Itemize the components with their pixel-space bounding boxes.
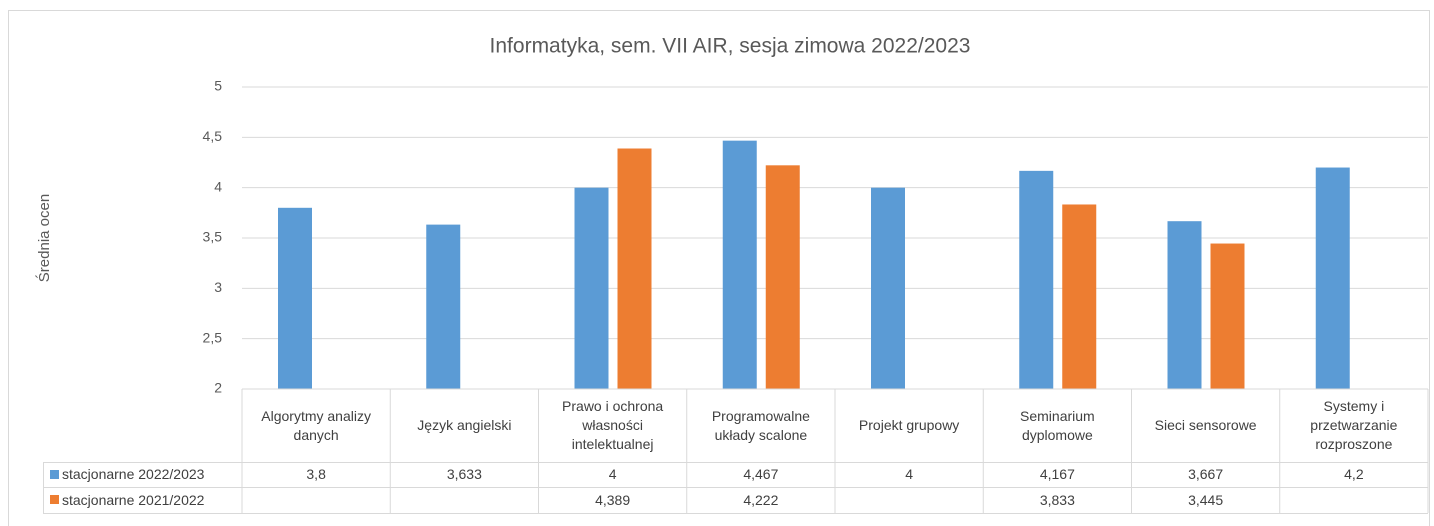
bar <box>574 187 609 389</box>
table-value: 4 <box>905 466 914 482</box>
legend-label: stacjonarne 2021/2022 <box>62 491 205 508</box>
x-tick-label: Seminarium dyplomowe <box>1020 407 1095 443</box>
bar <box>1210 243 1245 389</box>
x-tick-label: Sieci sensorowe <box>1154 417 1257 433</box>
chart-border <box>8 10 1430 526</box>
bar <box>1019 170 1054 389</box>
table-value: 4 <box>608 466 617 482</box>
table-value: 4,2 <box>1344 466 1364 482</box>
bar <box>617 148 652 389</box>
y-tick-label: 2 <box>214 380 222 396</box>
y-tick-label: 3 <box>214 279 222 295</box>
table-value: 3,667 <box>1188 466 1224 482</box>
bar <box>1167 221 1202 389</box>
bar <box>871 187 905 389</box>
legend-key <box>50 470 59 479</box>
x-tick-label: Programowalne układy scalone <box>711 407 810 443</box>
y-axis-label: Średnia ocen <box>35 194 53 282</box>
table-value: 4,389 <box>595 491 631 508</box>
table-value: 3,445 <box>1188 491 1224 508</box>
bar <box>1315 167 1350 389</box>
chart-title: Informatyka, sem. VII AIR, sesja zimowa … <box>490 35 971 58</box>
x-tick-label: Język angielski <box>417 417 512 433</box>
x-tick-label: Prawo i ochrona własności intelektualnej <box>562 398 664 452</box>
table-value: 4,222 <box>743 491 779 508</box>
table-value: 4,467 <box>743 466 779 482</box>
table-value: 3,833 <box>1039 491 1075 508</box>
x-tick-label: Algorytmy analizy danych <box>261 407 371 443</box>
table-value: 3,8 <box>306 466 326 482</box>
bar <box>426 224 461 389</box>
y-tick-label: 4,5 <box>203 128 223 144</box>
bar <box>722 140 757 389</box>
legend-label: stacjonarne 2022/2023 <box>62 466 205 482</box>
y-tick-label: 5 <box>214 78 222 94</box>
x-tick-label: Systemy i przetwarzanie rozproszone <box>1310 398 1398 452</box>
y-tick-label: 4 <box>214 178 222 194</box>
bar <box>278 207 312 389</box>
y-tick-label: 3,5 <box>203 229 223 245</box>
x-tick-label: Projekt grupowy <box>858 417 960 433</box>
legend-key <box>50 495 59 504</box>
table-value: 3,633 <box>446 466 482 482</box>
y-tick-label: 2,5 <box>203 329 223 345</box>
bar <box>765 165 800 389</box>
table-value: 4,167 <box>1039 466 1075 482</box>
bar <box>1062 204 1097 389</box>
